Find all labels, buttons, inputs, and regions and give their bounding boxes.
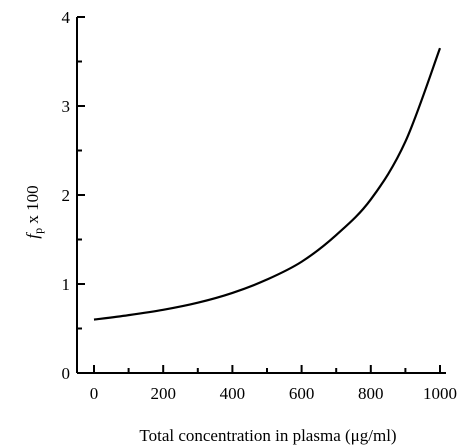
x-tick-label: 1000 xyxy=(423,384,457,403)
tick-labels: 0 1 2 3 4 0 200 400 600 800 1000 xyxy=(62,8,458,403)
x-tick-label: 400 xyxy=(220,384,246,403)
x-axis-title: Total concentration in plasma (μg/ml) xyxy=(139,426,396,445)
y-tick-label: 3 xyxy=(62,97,71,116)
y-tick-label: 4 xyxy=(62,8,71,27)
x-tick-label: 600 xyxy=(289,384,315,403)
x-tick-label: 0 xyxy=(90,384,99,403)
y-axis-title-suffix: x 100 xyxy=(23,185,42,228)
y-axis-title-subscript: p xyxy=(31,228,45,234)
y-tick-label: 0 xyxy=(62,364,71,383)
axes xyxy=(76,17,446,374)
y-tick-label: 1 xyxy=(62,275,71,294)
x-tick-label: 200 xyxy=(150,384,176,403)
series-line-1 xyxy=(93,47,442,321)
ticks xyxy=(77,16,441,374)
series xyxy=(93,47,442,321)
y-tick-label: 2 xyxy=(62,186,71,205)
y-axis-title: fp x 100 xyxy=(23,185,45,238)
y-axis-title-base: f xyxy=(23,232,42,239)
x-tick-label: 800 xyxy=(358,384,384,403)
